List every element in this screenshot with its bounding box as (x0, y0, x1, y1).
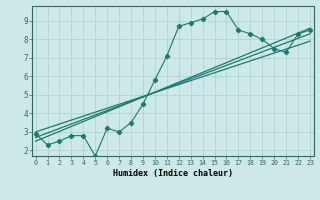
X-axis label: Humidex (Indice chaleur): Humidex (Indice chaleur) (113, 169, 233, 178)
